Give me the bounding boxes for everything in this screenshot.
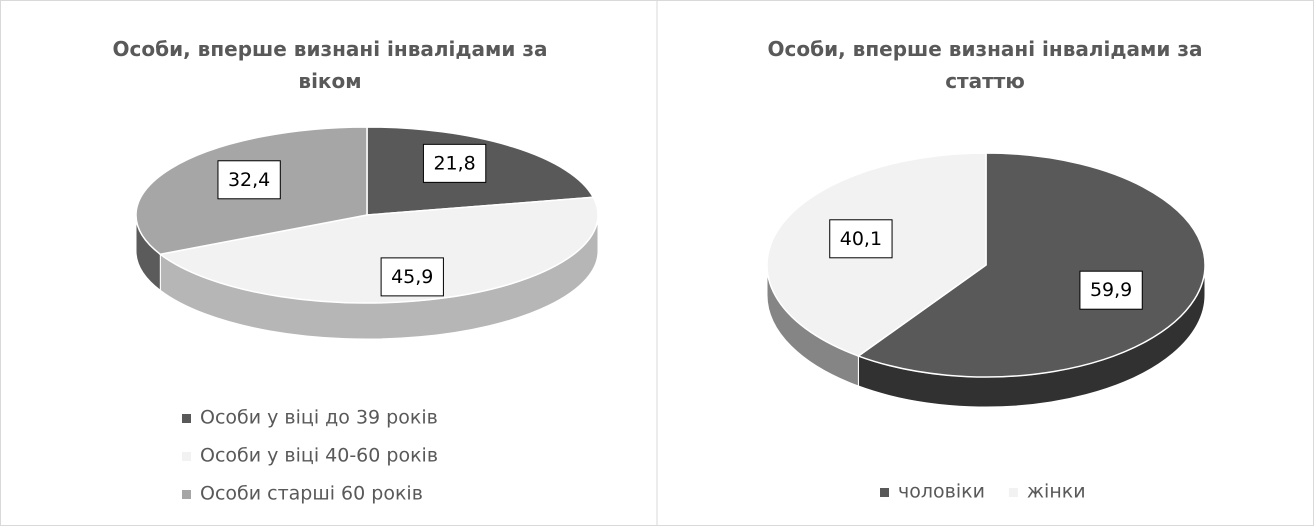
legend-swatch (880, 488, 889, 497)
data-label: 32,4 (228, 169, 270, 191)
data-label-box (217, 160, 281, 200)
title-line: віком (298, 69, 361, 93)
data-label-box (380, 257, 444, 297)
legend-label: Особи старші 60 років (200, 483, 423, 505)
legend-swatch (1008, 488, 1018, 497)
legend-swatch (182, 414, 191, 423)
title-line: статтю (945, 69, 1025, 93)
legend-label: Особи у віці до 39 років (200, 407, 438, 429)
legend-label: чоловіки (898, 481, 985, 503)
title-line: Особи, вперше визнані інвалідами за (768, 37, 1203, 61)
data-label-box (829, 219, 893, 259)
chart-title: Особи, вперше визнані інвалідами за віком (113, 37, 548, 93)
data-label-box (422, 143, 487, 183)
legend-label: Особи у віці 40-60 років (200, 445, 438, 467)
legend-swatch (182, 452, 191, 461)
legend-swatch (182, 490, 191, 499)
data-label: 40,1 (840, 228, 882, 250)
data-label: 59,9 (1090, 279, 1132, 301)
title-line: Особи, вперше визнані інвалідами за (113, 37, 548, 61)
data-label: 45,9 (391, 266, 433, 288)
data-label: 21,8 (433, 152, 475, 174)
chart-title: Особи, вперше визнані інвалідами за статт… (768, 37, 1203, 93)
slice (158, 196, 599, 304)
legend-label: жінки (1027, 481, 1086, 503)
slice (856, 152, 1206, 378)
data-label-box (1079, 270, 1143, 310)
